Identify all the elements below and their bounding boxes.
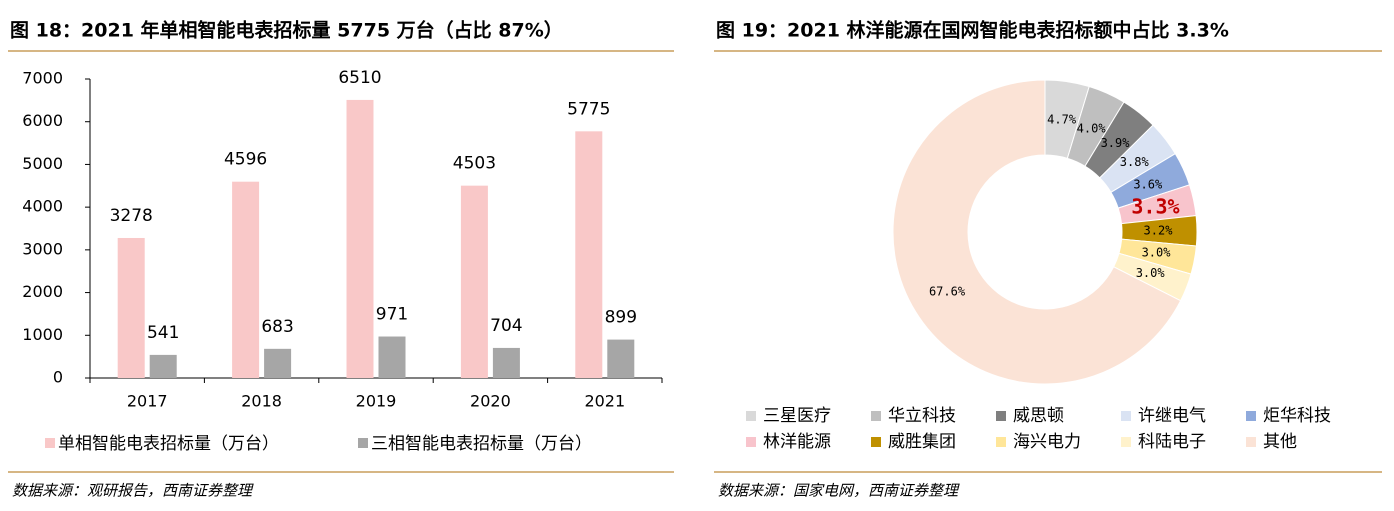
y-tick-label: 1000: [22, 325, 63, 344]
value-label: 541: [147, 323, 179, 343]
x-tick-label: 2018: [241, 392, 282, 411]
y-tick-label: 5000: [22, 154, 63, 173]
legend-swatch: [996, 437, 1006, 447]
value-label: 4596: [224, 150, 267, 170]
legend-swatch: [996, 411, 1006, 421]
bar: [460, 185, 488, 378]
data-label: 3.2%: [1144, 224, 1174, 238]
legend-label: 威思顿: [1013, 406, 1064, 426]
legend-label: 威胜集团: [888, 432, 956, 452]
legend-label: 华立科技: [888, 406, 956, 426]
legend-swatch: [746, 437, 756, 447]
legend-swatch: [1121, 411, 1131, 421]
bar: [492, 347, 520, 378]
legend-label: 炬华科技: [1263, 406, 1331, 426]
value-label: 704: [490, 316, 522, 336]
bar: [378, 336, 406, 378]
legend-label: 林洋能源: [763, 432, 831, 452]
bar: [607, 339, 635, 378]
legend-label: 三相智能电表招标量（万台）: [371, 434, 592, 454]
data-label: 3.6%: [1133, 178, 1163, 192]
legend-swatch: [871, 411, 881, 421]
x-tick-label: 2019: [356, 392, 397, 411]
legend-swatch: [45, 438, 55, 448]
source: 数据来源：观研报告，西南证券整理: [12, 482, 254, 500]
y-tick-label: 4000: [22, 197, 63, 216]
value-label: 971: [376, 305, 408, 325]
legend-label: 其他: [1263, 432, 1297, 452]
legend-swatch: [1121, 437, 1131, 447]
value-label: 5775: [567, 99, 610, 119]
legend-swatch: [358, 438, 368, 448]
data-label: 3.0%: [1136, 266, 1166, 280]
slice: [892, 79, 1182, 385]
value-label: 4503: [453, 154, 496, 174]
y-tick-label: 3000: [22, 239, 63, 258]
data-label: 4.0%: [1077, 121, 1107, 135]
legend-swatch: [746, 411, 756, 421]
data-label: 67.6%: [929, 285, 966, 299]
value-label: 6510: [338, 68, 381, 88]
bar: [346, 99, 374, 379]
bar: [264, 348, 292, 378]
legend-swatch: [871, 437, 881, 447]
y-tick-label: 6000: [22, 111, 63, 130]
legend-swatch: [1246, 411, 1256, 421]
data-label: 3.9%: [1101, 136, 1131, 150]
x-tick-label: 2020: [470, 392, 511, 411]
y-tick-label: 7000: [22, 69, 63, 88]
value-label: 899: [605, 308, 637, 328]
data-label: 3.3%: [1131, 195, 1179, 219]
x-tick-label: 2021: [584, 392, 625, 411]
bar: [575, 131, 603, 378]
legend-label: 三星医疗: [763, 406, 831, 426]
chart-title: 图 19：2021 林洋能源在国网智能电表招标额中占比 3.3%: [716, 19, 1229, 42]
source: 数据来源：国家电网，西南证券整理: [718, 482, 960, 500]
data-label: 4.7%: [1047, 113, 1077, 127]
bar: [117, 237, 145, 378]
value-label: 683: [261, 317, 293, 337]
legend-label: 科陆电子: [1138, 432, 1206, 452]
y-tick-label: 0: [53, 368, 63, 387]
legend-label: 许继电气: [1138, 406, 1206, 426]
y-tick-label: 2000: [22, 282, 63, 301]
x-tick-label: 2017: [127, 392, 168, 411]
data-label: 3.8%: [1120, 155, 1150, 169]
value-label: 3278: [110, 206, 153, 226]
bar: [149, 354, 177, 378]
legend-label: 海兴电力: [1013, 432, 1081, 452]
data-label: 3.0%: [1142, 245, 1172, 259]
chart-title: 图 18：2021 年单相智能电表招标量 5775 万台（占比 87%）: [10, 19, 563, 42]
legend-label: 单相智能电表招标量（万台）: [58, 434, 279, 454]
legend-swatch: [1246, 437, 1256, 447]
bar: [232, 181, 260, 378]
